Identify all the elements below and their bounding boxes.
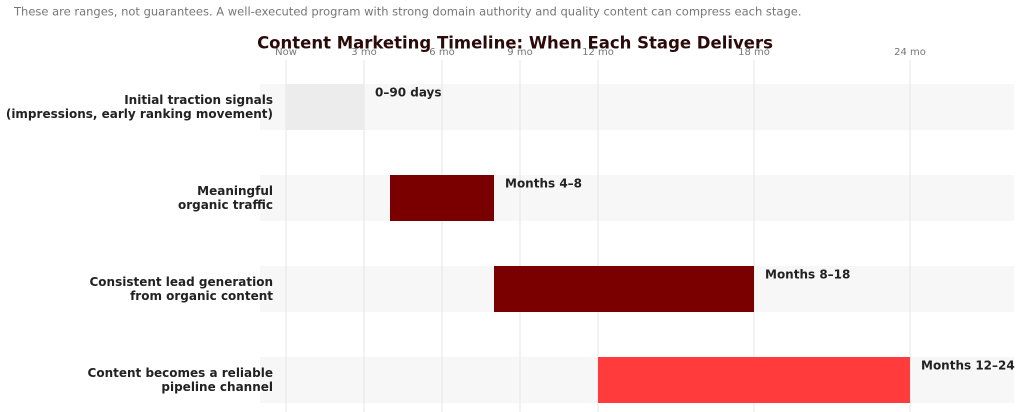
x-tick-label: 3 mo bbox=[351, 47, 376, 58]
bar bbox=[494, 266, 754, 312]
row-band bbox=[260, 175, 1014, 221]
bar-label: Months 4–8 bbox=[505, 177, 582, 191]
chart-title: Content Marketing Timeline: When Each St… bbox=[257, 34, 773, 53]
category-label: Initial traction signals (impressions, ea… bbox=[6, 93, 273, 121]
row-band bbox=[260, 84, 1014, 130]
category-label: Meaningful organic traffic bbox=[178, 184, 273, 212]
bar-label: Months 12–24 bbox=[921, 359, 1015, 373]
bar bbox=[598, 357, 910, 403]
x-tick-label: 9 mo bbox=[507, 47, 532, 58]
bar bbox=[390, 175, 494, 221]
category-label: Content becomes a reliable pipeline chann… bbox=[88, 366, 273, 394]
x-tick-label: 24 mo bbox=[894, 47, 926, 58]
bar-label: 0–90 days bbox=[375, 86, 442, 100]
bar bbox=[286, 84, 364, 130]
x-tick-label: 18 mo bbox=[738, 47, 770, 58]
x-tick-label: 6 mo bbox=[429, 47, 454, 58]
x-tick-label: Now bbox=[275, 47, 297, 58]
x-tick-label: 12 mo bbox=[582, 47, 614, 58]
bar-label: Months 8–18 bbox=[765, 268, 850, 282]
category-label: Consistent lead generation from organic c… bbox=[89, 275, 273, 303]
note: These are ranges, not guarantees. A well… bbox=[13, 5, 802, 19]
